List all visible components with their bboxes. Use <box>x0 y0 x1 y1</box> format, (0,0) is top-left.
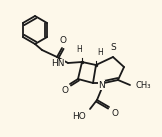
Text: O: O <box>112 109 119 118</box>
Text: N: N <box>98 81 105 89</box>
Text: O: O <box>59 36 66 45</box>
Text: CH₃: CH₃ <box>135 81 150 89</box>
Text: S: S <box>110 43 116 52</box>
Text: H: H <box>76 45 82 54</box>
Text: H: H <box>97 48 103 57</box>
Text: HN: HN <box>52 59 65 68</box>
Text: HO: HO <box>72 112 86 121</box>
Text: O: O <box>61 86 68 95</box>
